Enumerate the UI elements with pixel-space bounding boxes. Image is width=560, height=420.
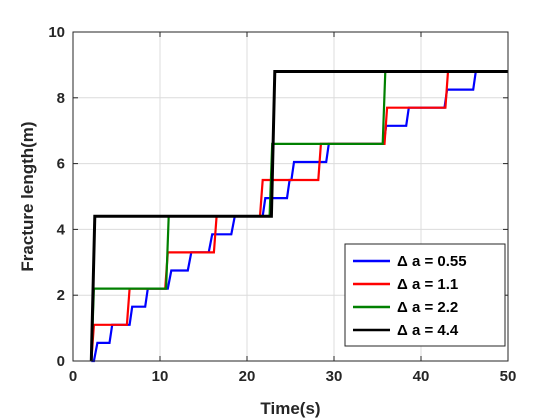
- y-tick-label: 10: [48, 24, 65, 41]
- y-tick-label: 8: [57, 90, 65, 107]
- legend-label-4: Δ a = 4.4: [397, 322, 459, 339]
- x-tick-label: 30: [326, 368, 343, 385]
- y-tick-label: 0: [57, 353, 65, 370]
- x-tick-label: 20: [239, 368, 256, 385]
- x-tick-label: 0: [69, 368, 77, 385]
- y-tick-label: 6: [57, 156, 65, 173]
- y-tick-label: 4: [57, 221, 66, 238]
- y-tick-label: 2: [57, 287, 65, 304]
- x-tick-label: 40: [413, 368, 430, 385]
- x-axis: 0 10 20 30 40 50: [69, 32, 517, 385]
- x-axis-label: Time(s): [260, 399, 320, 418]
- legend: Δ a = 0.55 Δ a = 1.1 Δ a = 2.2 Δ a = 4.4: [344, 243, 506, 347]
- series-line-4: [89, 70, 508, 362]
- x-tick-label: 10: [152, 368, 169, 385]
- x-tick-label: 50: [500, 368, 517, 385]
- plot-frame: [72, 31, 509, 362]
- y-axis: 0 2 4 6 8 10: [48, 24, 508, 370]
- series-layer: [89, 70, 508, 363]
- legend-label-1: Δ a = 0.55: [397, 253, 467, 270]
- y-axis-label: Fracture length(m): [18, 121, 37, 271]
- legend-label-3: Δ a = 2.2: [397, 299, 458, 316]
- legend-label-2: Δ a = 1.1: [397, 276, 458, 293]
